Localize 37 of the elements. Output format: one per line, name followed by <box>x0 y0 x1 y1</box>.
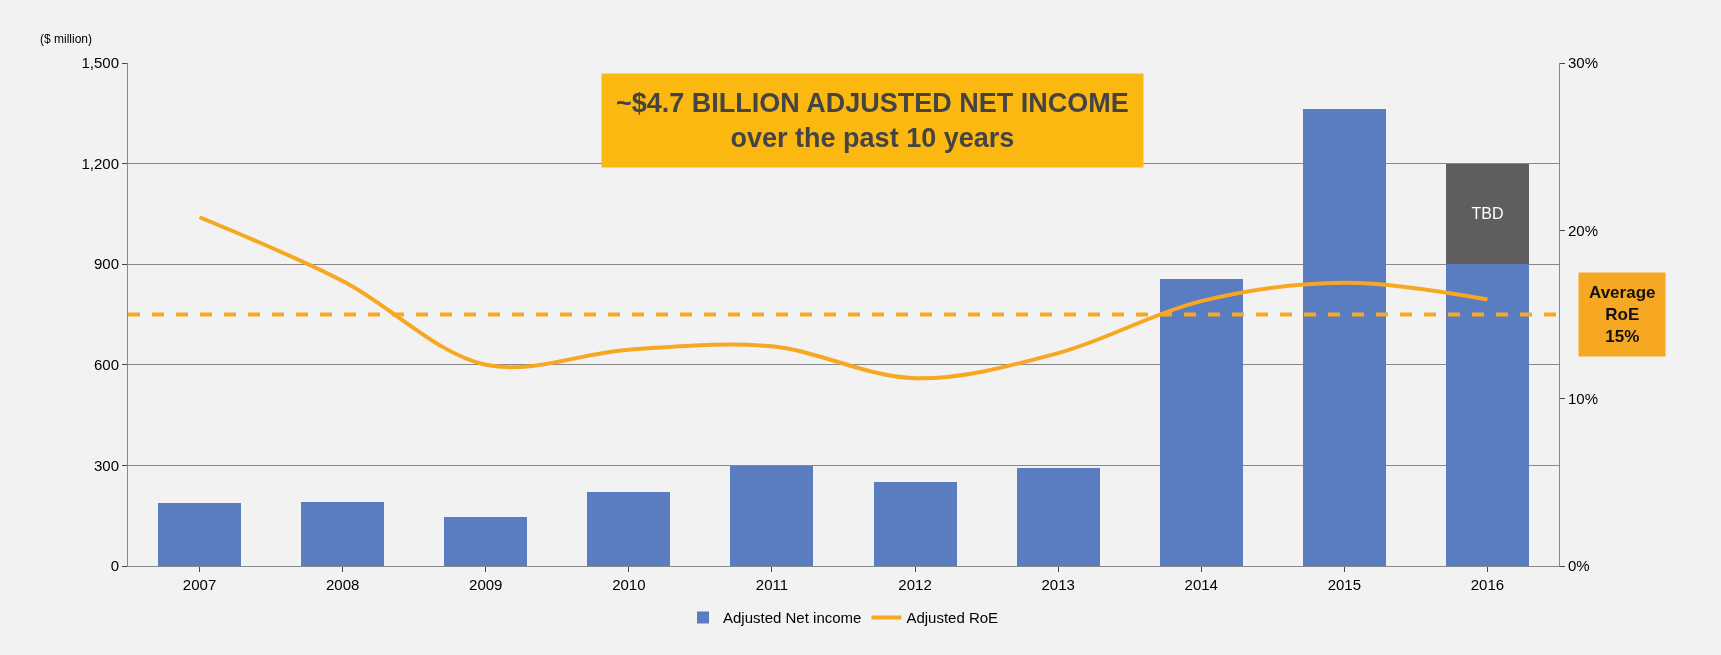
x-tick-label: 2016 <box>1470 576 1505 593</box>
y-axis-title: ($ million) <box>40 32 93 46</box>
bar <box>1016 468 1100 566</box>
bar <box>1445 264 1529 566</box>
x-tick-label: 2007 <box>182 576 217 593</box>
y-tick-label: 0 <box>110 557 119 575</box>
bar <box>301 502 385 566</box>
bar <box>1445 163 1529 265</box>
x-tick-label: 2010 <box>612 576 646 593</box>
bar <box>444 517 528 566</box>
bar <box>1159 278 1243 566</box>
x-tick-label: 2009 <box>469 576 503 593</box>
y-tick-label: 900 <box>93 255 119 273</box>
y-tick-label: 1,500 <box>81 54 119 72</box>
bar <box>587 491 671 566</box>
bar <box>730 466 814 566</box>
bar <box>1302 109 1386 566</box>
x-tick-label: 2012 <box>898 576 932 593</box>
y2-tick-label: 0% <box>1568 557 1590 575</box>
data-label: TBD <box>1471 205 1504 223</box>
text: ~$4.7 BILLION ADJUSTED NET INCOME over the past 10 years <box>616 88 1129 154</box>
bar <box>873 481 957 566</box>
y2-tick-label: 10% <box>1568 389 1599 407</box>
y2-tick-label: 30% <box>1568 54 1599 72</box>
x-tick-label: 2008 <box>325 576 360 593</box>
legend-label: Adjusted Net income <box>723 609 862 627</box>
y-tick-label: 600 <box>93 356 119 374</box>
x-tick-label: 2015 <box>1327 576 1362 593</box>
y-tick-label: 300 <box>93 456 119 474</box>
ref-line-label: Average RoE 15% <box>1589 283 1656 347</box>
bar <box>158 502 242 566</box>
x-tick-label: 2014 <box>1184 576 1218 593</box>
x-tick-label: 2011 <box>755 576 789 593</box>
legend-label: Adjusted RoE <box>906 609 999 627</box>
x-tick-label: 2013 <box>1041 576 1075 593</box>
y-tick-label: 1,200 <box>81 154 119 172</box>
y2-tick-label: 20% <box>1568 221 1599 239</box>
